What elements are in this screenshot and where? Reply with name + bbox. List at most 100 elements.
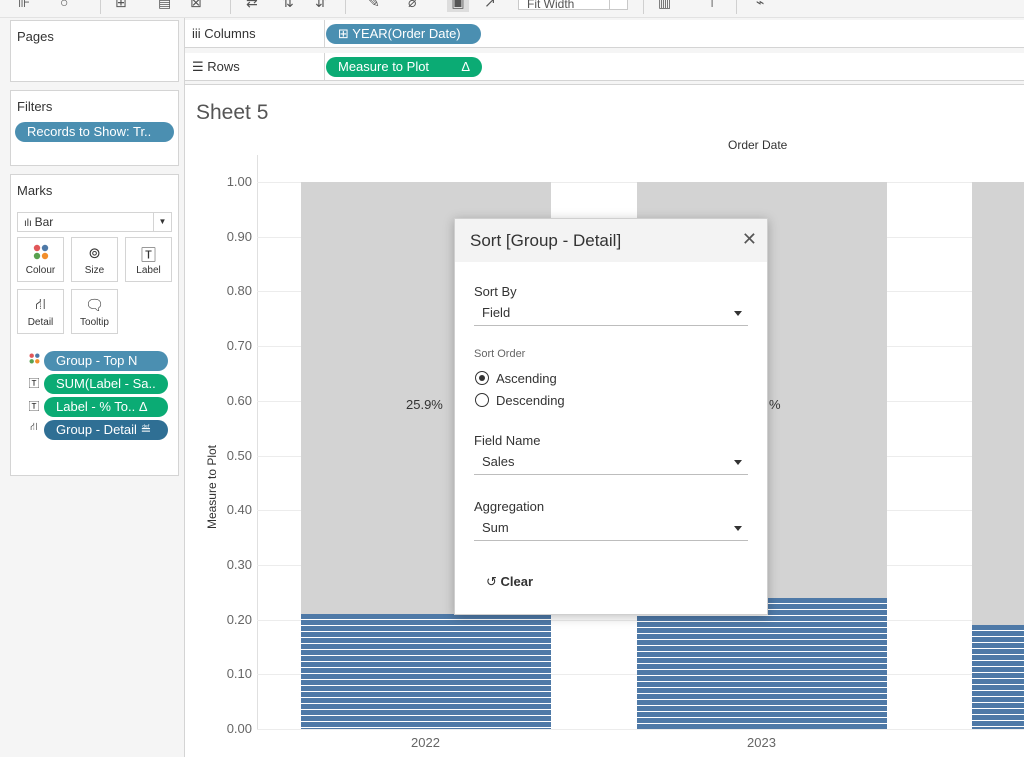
bar-other-partial[interactable] — [972, 182, 1024, 626]
chevron-down-icon — [734, 526, 742, 531]
pin2-icon[interactable]: ↗ — [484, 0, 496, 10]
fit-select[interactable]: Fit Width — [518, 0, 628, 11]
mark-pill-sum-label[interactable]: SUM(Label - Sa.. — [44, 374, 168, 394]
filter-pill[interactable]: Records to Show: Tr.. — [15, 122, 174, 142]
rows-pill[interactable]: Measure to Plot Δ — [326, 57, 482, 77]
sort-desc-icon[interactable]: ⇵ — [315, 0, 327, 10]
rows-pill-label: Measure to Plot — [338, 59, 430, 74]
toolbar: ⊪ ○ ⊞ ▤ ⊠ ⇄ ⇅ ⇵ ✎ ⌀ ▣ ↗ Fit Width ▥ ⊤ ⌁ — [0, 0, 1024, 18]
clear-button[interactable]: ↺ Clear — [486, 574, 533, 590]
text-mark-icon: 🅃 — [28, 401, 40, 413]
field-name-value: Sales — [482, 454, 515, 469]
gridline — [257, 729, 1024, 730]
pages-card[interactable]: Pages — [10, 20, 179, 82]
descending-label[interactable]: Descending — [496, 393, 565, 408]
mark-pill-label-pct[interactable]: Label - % To.. Δ — [44, 397, 168, 417]
toolbar-icon[interactable]: ○ — [60, 0, 69, 10]
y-tick-label: 1.00 — [226, 174, 252, 189]
tooltip-label: Tooltip — [80, 317, 109, 328]
shelf-divider — [324, 20, 325, 48]
colour-mark-icon — [27, 353, 41, 367]
labels-icon[interactable]: ▣ — [447, 0, 469, 12]
detail-button[interactable]: ⛙ Detail — [17, 289, 64, 334]
highlight-icon[interactable]: ✎ — [368, 0, 380, 10]
detail-mark-icon: ⛙ — [30, 421, 38, 433]
size-button[interactable]: ⊚ Size — [71, 237, 118, 282]
bar-top-n-partial[interactable] — [972, 625, 1024, 729]
toolbar-separator — [345, 0, 346, 14]
sort-order-label: Sort Order — [474, 348, 526, 360]
y-tick-label: 0.60 — [226, 392, 252, 408]
reset-icon: ↺ — [486, 574, 501, 589]
marks-title: Marks — [17, 183, 53, 198]
toolbar-separator — [736, 0, 737, 14]
duplicate-icon[interactable]: ▤ — [158, 0, 172, 10]
x-tick-label[interactable]: 2022 — [411, 735, 440, 750]
field-name-select[interactable]: Sales — [474, 451, 748, 475]
clear-sheet-icon[interactable]: ⊠ — [190, 0, 202, 10]
filters-card[interactable]: Filters Records to Show: Tr.. — [10, 90, 179, 166]
detail-icon: ⛙ — [35, 296, 46, 313]
filters-title: Filters — [17, 99, 53, 114]
tooltip-icon: 🗨 — [84, 297, 105, 314]
close-icon[interactable]: ✕ — [741, 229, 757, 249]
detail-label: Detail — [27, 317, 54, 328]
marks-card: Marks ılı Bar ▼ Colour ⊚ Size 🅃 Label ⛙ … — [10, 174, 179, 476]
colour-label: Colour — [25, 265, 56, 276]
chevron-down-icon — [609, 0, 627, 10]
sort-by-label: Sort By — [474, 284, 517, 299]
share-icon[interactable]: ⌁ — [756, 0, 765, 10]
ascending-radio[interactable] — [475, 371, 489, 385]
descending-radio[interactable] — [475, 393, 489, 407]
rows-shelf[interactable]: ☰ Rows Measure to Plot Δ — [185, 53, 1024, 81]
bar-top-n-2022[interactable] — [301, 614, 551, 729]
rows-label: ☰ Rows — [192, 59, 325, 75]
size-label: Size — [84, 265, 105, 276]
toolbar-separator — [100, 0, 101, 14]
y-tick-label: 0.40 — [226, 502, 252, 518]
tooltip-button[interactable]: 🗨 Tooltip — [71, 289, 118, 334]
mark-pill-group-top-n[interactable]: Group - Top N — [44, 351, 168, 371]
toolbar-icon[interactable]: ⊪ — [18, 0, 31, 10]
colour-icon — [18, 244, 63, 262]
label-button[interactable]: 🅃 Label — [125, 237, 172, 282]
pages-title: Pages — [17, 29, 54, 44]
text-mark-icon: 🅃 — [28, 378, 40, 390]
y-tick-label: 0.70 — [226, 338, 252, 354]
columns-shelf[interactable]: iii Columns ⊞ YEAR(Order Date) — [185, 20, 1024, 48]
column-header[interactable]: Order Date — [728, 138, 788, 152]
y-tick-label: 0.00 — [226, 721, 252, 736]
dialog-title: Sort [Group - Detail] — [470, 231, 622, 250]
columns-label: iii Columns — [192, 26, 325, 41]
bar-label: 25.9% — [406, 396, 443, 412]
colour-button[interactable]: Colour — [17, 237, 64, 282]
sheet-title[interactable]: Sheet 5 — [196, 101, 269, 124]
chevron-down-icon: ▼ — [153, 213, 171, 231]
ascending-label[interactable]: Ascending — [496, 371, 557, 386]
sort-by-select[interactable]: Field — [474, 302, 748, 326]
left-panel: Pages Filters Records to Show: Tr.. Mark… — [0, 18, 185, 757]
bar-top-n-2023[interactable] — [637, 597, 887, 729]
pin-icon[interactable]: ⌀ — [408, 0, 417, 10]
new-sheet-icon[interactable]: ⊞ — [115, 0, 127, 10]
mark-pill-group-detail[interactable]: Group - Detail ≝ — [44, 420, 168, 440]
sort-asc-icon[interactable]: ⇅ — [282, 0, 294, 10]
x-tick-label[interactable]: 2023 — [747, 735, 776, 750]
bar-chart-icon: ılı — [24, 218, 35, 229]
dialog-header[interactable]: Sort [Group - Detail] ✕ — [455, 219, 767, 262]
aggregation-select[interactable]: Sum — [474, 517, 748, 541]
rows-icon: ☰ — [192, 59, 208, 74]
y-axis-title[interactable]: Measure to Plot — [205, 444, 219, 530]
label-label: Label — [136, 265, 161, 276]
aggregation-value: Sum — [482, 520, 509, 535]
chevron-down-icon — [734, 311, 742, 316]
mark-type-select[interactable]: ılı Bar ▼ — [17, 212, 172, 232]
tooltip-icon[interactable]: ⊤ — [706, 0, 719, 10]
y-tick-label: 0.80 — [226, 283, 252, 299]
columns-pill[interactable]: ⊞ YEAR(Order Date) — [326, 24, 481, 44]
swap-icon[interactable]: ⇄ — [246, 0, 258, 10]
y-axis-line — [257, 155, 258, 730]
fix-axes-icon[interactable]: ▥ — [658, 0, 672, 10]
shelf-divider — [324, 53, 325, 81]
columns-icon: iii — [192, 26, 205, 41]
